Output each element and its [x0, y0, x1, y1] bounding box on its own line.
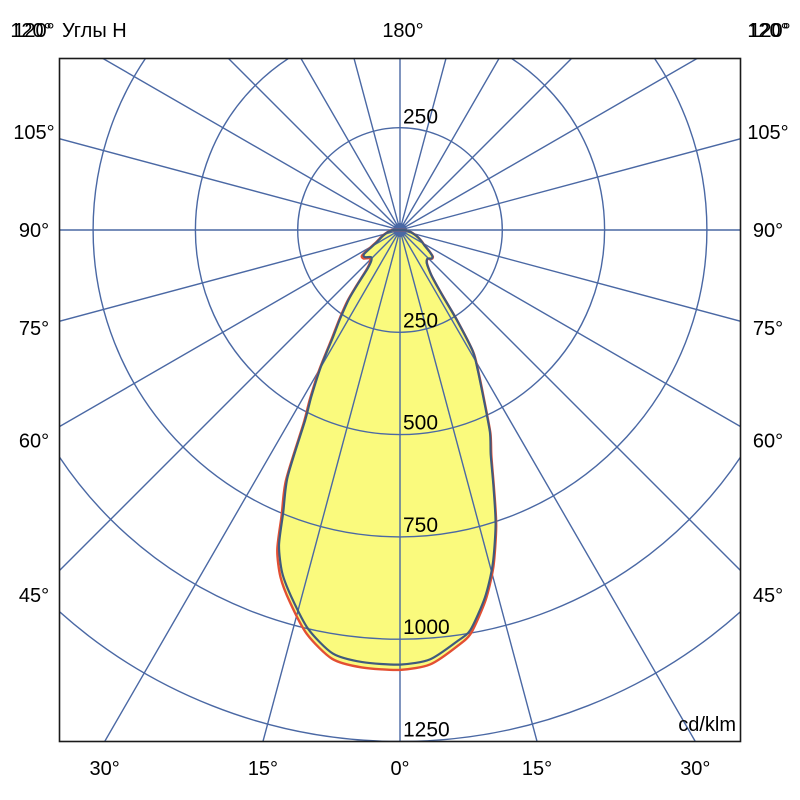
angle-label-right-45: 45° — [753, 585, 783, 607]
grid-spoke-195 — [353, 58, 401, 231]
grid-spoke-225 — [227, 58, 401, 231]
angle-label-bottom-30-right: 30° — [680, 758, 710, 780]
lobe-fills — [277, 230, 497, 670]
angle-label-bottom-15-left: 15° — [248, 758, 278, 780]
angle-label-left-45: 45° — [19, 585, 49, 607]
angle-label-right-60: 60° — [753, 431, 783, 453]
ring-label-1000: 1000 — [403, 616, 450, 639]
ring-label-250: 250 — [403, 309, 438, 332]
curves — [276, 228, 498, 672]
grid-spoke-255 — [59, 138, 401, 231]
angle-label-right-75: 75° — [753, 318, 783, 340]
angle-label-top-center: 180° — [382, 20, 423, 42]
ring-label-750: 750 — [403, 514, 438, 537]
angle-label-top-left: 120° — [10, 20, 51, 42]
grid-spoke-120 — [399, 58, 699, 231]
unit-label: cd/klm — [678, 714, 736, 736]
angle-label-top-right: 120° — [749, 20, 790, 42]
ring-label-upper-250: 250 — [403, 106, 438, 129]
grid-spoke-330 — [103, 229, 401, 742]
angle-label-right-120: 120° — [747, 20, 788, 42]
grid-spoke-15 — [399, 229, 538, 742]
grid-spoke-60 — [399, 229, 741, 428]
grid-spoke-285 — [59, 229, 401, 322]
angle-label-left-90: 90° — [19, 220, 49, 242]
beam-lobe-fill-blue — [278, 230, 496, 665]
chart-title: Углы H — [62, 20, 127, 42]
angle-label-right-90: 90° — [753, 220, 783, 242]
grid-spoke-240 — [101, 58, 401, 231]
grid-spoke-105 — [399, 138, 741, 231]
angle-label-right-105: 105° — [747, 122, 788, 144]
grid-spoke-210 — [300, 58, 401, 231]
grid-spoke-345 — [262, 229, 401, 742]
angle-label-left-105: 105° — [13, 122, 54, 144]
grid-spoke-150 — [399, 58, 500, 231]
angle-label-left-60: 60° — [19, 431, 49, 453]
grid-spoke-315 — [59, 229, 401, 572]
angle-label-bottom-30-left: 30° — [90, 758, 120, 780]
grid-spoke-75 — [399, 229, 741, 322]
grid-spoke-165 — [399, 58, 447, 231]
angle-label-bottom-15-right: 15° — [522, 758, 552, 780]
ring-label-1250: 1250 — [403, 719, 450, 742]
grid-spoke-45 — [399, 229, 741, 572]
plot-frame — [58, 57, 742, 743]
angle-label-bottom-0: 0° — [390, 758, 409, 780]
ring-label-500: 500 — [403, 412, 438, 435]
grid-spoke-135 — [399, 58, 573, 231]
angle-label-left-75: 75° — [19, 318, 49, 340]
grid-spoke-300 — [59, 229, 401, 428]
photometric-curve-blue — [277, 228, 497, 666]
angle-label-left-120: 120° — [13, 20, 54, 42]
